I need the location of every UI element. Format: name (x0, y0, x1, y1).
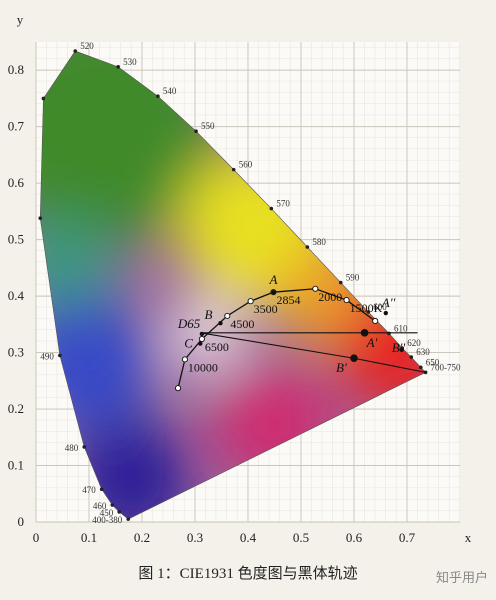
reference-point (350, 354, 358, 363)
wavelength-label: 650 (426, 357, 440, 367)
y-tick-label: 0.1 (8, 458, 24, 473)
wavelength-label: 490 (40, 351, 54, 361)
wavelength-label: 530 (123, 57, 137, 67)
wavelength-point (194, 129, 198, 134)
point-label: A (268, 272, 277, 287)
wavelength-label: 610 (394, 323, 408, 333)
x-tick-label: 0.5 (293, 530, 309, 545)
wavelength-point (231, 167, 236, 172)
y-tick-label: 0.2 (8, 401, 24, 416)
temperature-point (174, 385, 182, 392)
wavelength-point (126, 517, 131, 521)
wavelength-label: 560 (239, 160, 253, 170)
y-tick-label: 0.8 (8, 62, 24, 77)
y-axis-label: y (17, 12, 24, 27)
wavelength-label: 590 (346, 273, 360, 283)
reference-point (199, 331, 205, 337)
wavelength-point (117, 510, 122, 514)
wavelength-label: 540 (163, 86, 177, 96)
wavelength-label: 630 (416, 347, 430, 357)
wavelength-point (366, 310, 371, 314)
temperature-label: 10000 (188, 360, 218, 374)
reference-point (271, 289, 276, 295)
point-label: B' (336, 360, 347, 375)
temperature-label: 6500 (205, 340, 229, 354)
wavelength-point (116, 65, 120, 69)
x-tick-label: 0.4 (240, 530, 257, 545)
temperature-label: 2000 (318, 290, 342, 304)
wavelength-point (338, 280, 343, 285)
wavelength-label: 400-380 (92, 515, 122, 525)
x-tick-label: 0 (33, 530, 40, 545)
temperature-point (198, 335, 205, 343)
temperature-point (181, 356, 188, 363)
wavelength-label: 450 (100, 508, 114, 518)
wavelength-point (110, 503, 115, 507)
reference-point (383, 310, 388, 316)
wavelength-label: 480 (65, 443, 79, 453)
temperature-point (224, 312, 231, 319)
wavelength-point (41, 96, 46, 101)
reference-point (198, 341, 203, 346)
wavelength-point (82, 445, 87, 449)
wavelength-point (58, 353, 62, 358)
point-label: A'' (381, 295, 396, 310)
temperature-label: 4500 (230, 317, 254, 331)
reference-point (399, 347, 404, 352)
wavelength-label: 550 (201, 121, 215, 131)
watermark: 知乎用户 (436, 570, 488, 586)
y-tick-label: 0.3 (8, 345, 24, 360)
wavelength-point (99, 487, 104, 492)
wavelength-label: 700-750 (431, 362, 461, 372)
temperature-label: 2854 (276, 293, 300, 307)
x-tick-label: 0.2 (134, 530, 150, 545)
temperature-point (312, 285, 319, 292)
wavelength-point (156, 94, 160, 99)
x-tick-label: 0.1 (81, 530, 97, 545)
wavelength-label: 570 (276, 199, 290, 209)
point-label: A' (366, 335, 378, 350)
temperature-label: 1500K (350, 301, 383, 315)
y-tick-label: 0.6 (8, 175, 25, 190)
temperature-point (343, 297, 350, 304)
wavelength-point (418, 365, 423, 370)
wavelength-label: 520 (80, 41, 94, 51)
wavelength-point (409, 355, 414, 359)
wavelength-label: 620 (407, 338, 421, 348)
wavelength-label: 580 (312, 237, 326, 247)
caption: 图 1：CIE1931 色度图与黑体轨迹 (138, 565, 357, 582)
wavelength-point (387, 331, 391, 336)
point-label: B (204, 307, 212, 322)
y-tick-label: 0 (18, 514, 25, 529)
wavelength-label: 470 (82, 485, 96, 495)
x-tick-label: 0.3 (187, 530, 203, 545)
wavelength-label: 600 (373, 302, 387, 312)
wavelength-point (423, 370, 428, 375)
y-tick-label: 0.7 (8, 119, 25, 134)
x-tick-label: 0.6 (346, 530, 363, 545)
y-tick-label: 0.5 (8, 232, 24, 247)
wavelength-point (38, 216, 43, 220)
reference-point (360, 329, 369, 337)
reference-point (218, 321, 223, 326)
point-label: C (184, 336, 193, 351)
wavelength-label: 460 (93, 501, 107, 511)
point-label: D65 (177, 316, 201, 331)
wavelength-point (269, 206, 274, 211)
x-tick-label: 0.7 (399, 530, 416, 545)
temperature-label: 3500 (254, 302, 278, 316)
y-tick-label: 0.4 (8, 288, 25, 303)
point-label: B'' (392, 340, 406, 355)
wavelength-point (305, 245, 310, 249)
x-axis-label: x (465, 530, 472, 545)
temperature-point (372, 317, 379, 325)
wavelength-point (73, 49, 78, 53)
temperature-point (247, 298, 254, 305)
